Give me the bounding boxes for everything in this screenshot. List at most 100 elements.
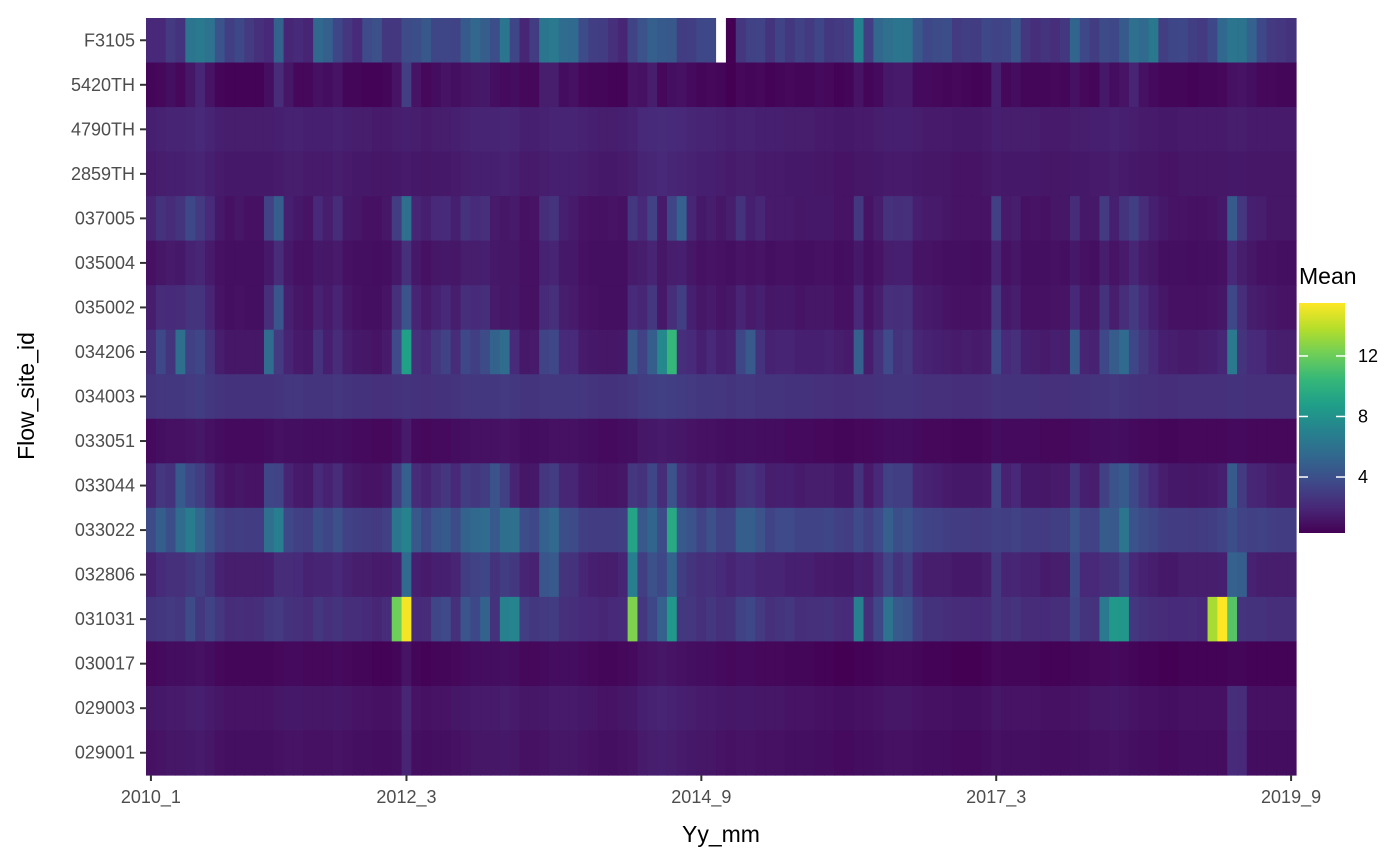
- heatmap-cell: [1158, 285, 1169, 331]
- heatmap-cell: [1256, 507, 1268, 553]
- heatmap-cell: [598, 596, 609, 643]
- heatmap-cell: [450, 18, 462, 64]
- heatmap-cell: [146, 18, 157, 64]
- heatmap-cell: [1197, 240, 1209, 286]
- heatmap-cell: [165, 418, 177, 464]
- heatmap-cell: [843, 196, 855, 242]
- heatmap-cell: [1119, 685, 1130, 732]
- heatmap-cell: [1089, 285, 1101, 331]
- heatmap-cell: [1168, 641, 1179, 687]
- heatmap-cell: [175, 107, 186, 153]
- heatmap-cell: [1178, 507, 1189, 553]
- heatmap-cell: [942, 507, 953, 553]
- heatmap-cell: [1060, 18, 1071, 64]
- heatmap-cell: [1227, 596, 1238, 643]
- heatmap-cell: [372, 240, 383, 286]
- heatmap-cell: [146, 730, 157, 776]
- heatmap-cell: [322, 329, 334, 375]
- heatmap-cell: [1276, 641, 1287, 687]
- heatmap-cell: [725, 329, 737, 375]
- heatmap-cell: [745, 329, 756, 375]
- heatmap-cell: [1089, 374, 1101, 420]
- heatmap-cell: [362, 641, 373, 687]
- heatmap-cell: [1069, 62, 1081, 108]
- heatmap-cell: [155, 507, 167, 553]
- heatmap-cell: [745, 18, 756, 64]
- heatmap-cell: [283, 18, 295, 64]
- heatmap-cell: [1030, 552, 1042, 598]
- heatmap-cell: [342, 552, 354, 598]
- heatmap-cell: [735, 285, 747, 331]
- heatmap-cell: [716, 552, 727, 598]
- heatmap-cell: [1168, 730, 1179, 776]
- heatmap-cell: [499, 730, 511, 776]
- heatmap-cell: [1256, 552, 1268, 598]
- heatmap-cell: [1217, 418, 1228, 464]
- heatmap-cell: [657, 418, 668, 464]
- heatmap-cell: [1060, 418, 1071, 464]
- heatmap-cell: [794, 463, 806, 509]
- heatmap-cell: [204, 240, 216, 286]
- heatmap-cell: [794, 240, 806, 286]
- heatmap-cell: [814, 18, 825, 64]
- heatmap-cell: [912, 107, 924, 153]
- heatmap-cell: [961, 285, 973, 331]
- heatmap-cell: [273, 196, 285, 242]
- heatmap-cell: [450, 730, 462, 776]
- heatmap-cell: [1197, 596, 1209, 643]
- heatmap-cell: [1001, 730, 1012, 776]
- heatmap-cell: [617, 151, 629, 197]
- heatmap-cell: [539, 685, 550, 732]
- heatmap-cell: [814, 596, 825, 643]
- heatmap-cell: [853, 151, 865, 197]
- heatmap-cell: [1266, 596, 1277, 643]
- heatmap-cell: [1089, 730, 1101, 776]
- y-tick-label: 035002: [75, 297, 135, 317]
- heatmap-cell: [1089, 107, 1101, 153]
- heatmap-cell: [381, 685, 393, 732]
- heatmap-cell: [421, 730, 432, 776]
- heatmap-cell: [1207, 329, 1218, 375]
- heatmap-cell: [814, 685, 825, 732]
- heatmap-cell: [303, 62, 314, 108]
- heatmap-cell: [460, 62, 471, 108]
- heatmap-cell: [1158, 62, 1169, 108]
- heatmap-cell: [1266, 329, 1277, 375]
- heatmap-cell: [794, 552, 806, 598]
- heatmap-cell: [411, 329, 422, 375]
- heatmap-cell: [558, 240, 570, 286]
- heatmap-cell: [666, 463, 678, 509]
- heatmap-cell: [490, 418, 501, 464]
- heatmap-cell: [961, 463, 973, 509]
- heatmap-cell: [617, 507, 629, 553]
- heatmap-cell: [578, 196, 589, 242]
- heatmap-cell: [784, 18, 796, 64]
- heatmap-cell: [951, 196, 963, 242]
- heatmap-cell: [175, 285, 186, 331]
- heatmap-cell: [391, 329, 403, 375]
- heatmap-cell: [519, 196, 530, 242]
- heatmap-cell: [961, 107, 973, 153]
- heatmap-cell: [273, 463, 285, 509]
- heatmap-cell: [1286, 151, 1297, 197]
- heatmap-cell: [598, 374, 609, 420]
- heatmap-cell: [293, 329, 304, 375]
- heatmap-cell: [381, 18, 393, 64]
- heatmap-cell: [293, 507, 304, 553]
- heatmap-cell: [1099, 641, 1110, 687]
- heatmap-cell: [342, 196, 354, 242]
- heatmap-cell: [755, 374, 766, 420]
- heatmap-cell: [1187, 552, 1199, 598]
- heatmap-cell: [922, 552, 933, 598]
- heatmap-cell: [401, 240, 412, 286]
- heatmap-cell: [588, 196, 599, 242]
- heatmap-cell: [775, 285, 786, 331]
- heatmap-cell: [912, 285, 924, 331]
- heatmap-cell: [1060, 240, 1071, 286]
- heatmap-cell: [666, 730, 678, 776]
- heatmap-cell: [893, 107, 904, 153]
- heatmap-cell: [450, 62, 462, 108]
- heatmap-cell: [381, 641, 393, 687]
- heatmap-cell: [1148, 62, 1159, 108]
- heatmap-cell: [991, 285, 1002, 331]
